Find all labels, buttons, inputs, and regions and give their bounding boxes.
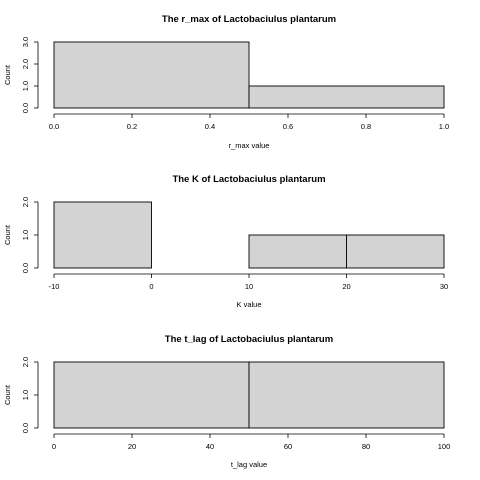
y-axis-label: Count — [3, 224, 12, 245]
histogram-bar — [248, 85, 445, 109]
x-tick-label: 0 — [52, 442, 56, 451]
x-tick-label: 0.4 — [205, 122, 215, 131]
y-tick-label: 1.0 — [21, 81, 30, 91]
panel-k: The K of Lactobaciulus plantarum -10 0 10 20… — [3, 174, 448, 309]
x-axis-label: K value — [236, 300, 261, 309]
chart-title: The t_lag of Lactobaciulus plantarum — [165, 334, 333, 345]
x-tick-label: 20 — [342, 282, 350, 291]
y-axis-label: Count — [3, 64, 12, 85]
y-tick-label: 0.0 — [21, 423, 30, 433]
y-tick-label: 2.0 — [21, 59, 30, 69]
x-tick-label: 0 — [149, 282, 153, 291]
x-axis-label: r_max value — [229, 141, 270, 150]
y-tick-label: 0.0 — [21, 103, 30, 113]
y-tick-label: 0.0 — [21, 263, 30, 273]
histogram-bar — [53, 361, 250, 429]
histogram-bar — [346, 234, 445, 269]
histogram-bar — [53, 41, 250, 109]
x-tick-label: 0.2 — [127, 122, 137, 131]
y-tick-label: 2.0 — [21, 357, 30, 367]
y-axis-label: Count — [3, 384, 12, 405]
histogram-bar — [248, 234, 347, 269]
x-tick-label: 30 — [440, 282, 448, 291]
x-tick-label: 20 — [128, 442, 136, 451]
chart-title: The r_max of Lactobaciulus plantarum — [162, 14, 336, 25]
x-tick-label: 0.8 — [361, 122, 371, 131]
chart-title: The K of Lactobaciulus plantarum — [172, 174, 325, 185]
y-tick-label: 1.0 — [21, 230, 30, 240]
x-tick-label: 10 — [245, 282, 253, 291]
panel-r-max: The r_max of Lactobaciulus plantarum 0.0 0… — [3, 14, 449, 150]
x-tick-label: 60 — [284, 442, 292, 451]
x-tick-label: 80 — [362, 442, 370, 451]
y-tick-label: 3.0 — [21, 37, 30, 47]
x-tick-label: 100 — [438, 442, 451, 451]
x-tick-label: 1.0 — [439, 122, 449, 131]
x-tick-label: 40 — [206, 442, 214, 451]
histogram-bar — [248, 361, 445, 429]
panel-t-lag: The t_lag of Lactobaciulus plantarum 0 20 4… — [3, 334, 450, 469]
y-tick-label: 2.0 — [21, 197, 30, 207]
x-tick-label: 0.6 — [283, 122, 293, 131]
x-tick-label: -10 — [49, 282, 60, 291]
x-tick-label: 0.0 — [49, 122, 59, 131]
y-tick-label: 1.0 — [21, 390, 30, 400]
x-axis-label: t_lag value — [231, 460, 267, 469]
histogram-bar — [53, 201, 152, 269]
